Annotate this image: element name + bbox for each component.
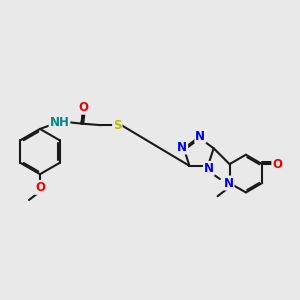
Text: O: O — [272, 158, 282, 171]
Text: N: N — [177, 140, 187, 154]
Text: N: N — [224, 176, 234, 190]
Text: NH: NH — [50, 116, 69, 128]
Text: O: O — [35, 181, 45, 194]
Text: S: S — [113, 119, 122, 132]
Text: N: N — [204, 162, 214, 175]
Text: N: N — [195, 130, 205, 143]
Text: O: O — [78, 101, 88, 114]
